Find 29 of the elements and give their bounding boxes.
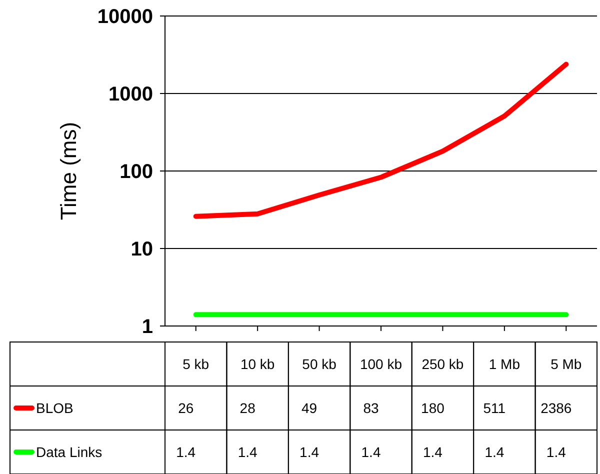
- legend-label: BLOB: [36, 400, 74, 416]
- x-tick-label: 1 Mb: [488, 356, 520, 372]
- y-tick-label: 10: [130, 238, 153, 260]
- y-tick-label: 1000: [108, 84, 153, 106]
- data-label: 26: [178, 400, 194, 416]
- data-label: 49: [301, 400, 318, 416]
- x-tick-label: 250 kb: [422, 356, 464, 372]
- data-label: 28: [240, 400, 256, 416]
- data-label: 1.4: [546, 444, 566, 460]
- legend-label: Data Links: [36, 444, 102, 460]
- data-label: 1.4: [422, 444, 443, 460]
- data-label: 1.4: [484, 444, 504, 460]
- x-tick-label: 5 kb: [182, 356, 210, 372]
- data-label: 1.4: [300, 444, 320, 460]
- y-tick-label: 100: [120, 161, 153, 183]
- x-tick-label: 100 kb: [360, 356, 402, 372]
- y-tick-label: 1: [142, 316, 153, 338]
- y-tick-label: 10000: [97, 6, 153, 28]
- data-label: 83: [363, 400, 379, 416]
- x-tick-label: 50 kb: [302, 356, 337, 372]
- data-label: 2386: [540, 400, 572, 416]
- y-axis-title: Time (ms): [56, 122, 81, 220]
- data-label: 1.4: [361, 444, 381, 460]
- data-label: 1.4: [238, 444, 258, 460]
- data-label: 180: [421, 400, 445, 416]
- data-label: 511: [483, 400, 506, 416]
- x-tick-label: 5 Mb: [550, 356, 582, 372]
- x-tick-label: 10 kb: [240, 356, 275, 372]
- data-label: 1.4: [176, 444, 196, 460]
